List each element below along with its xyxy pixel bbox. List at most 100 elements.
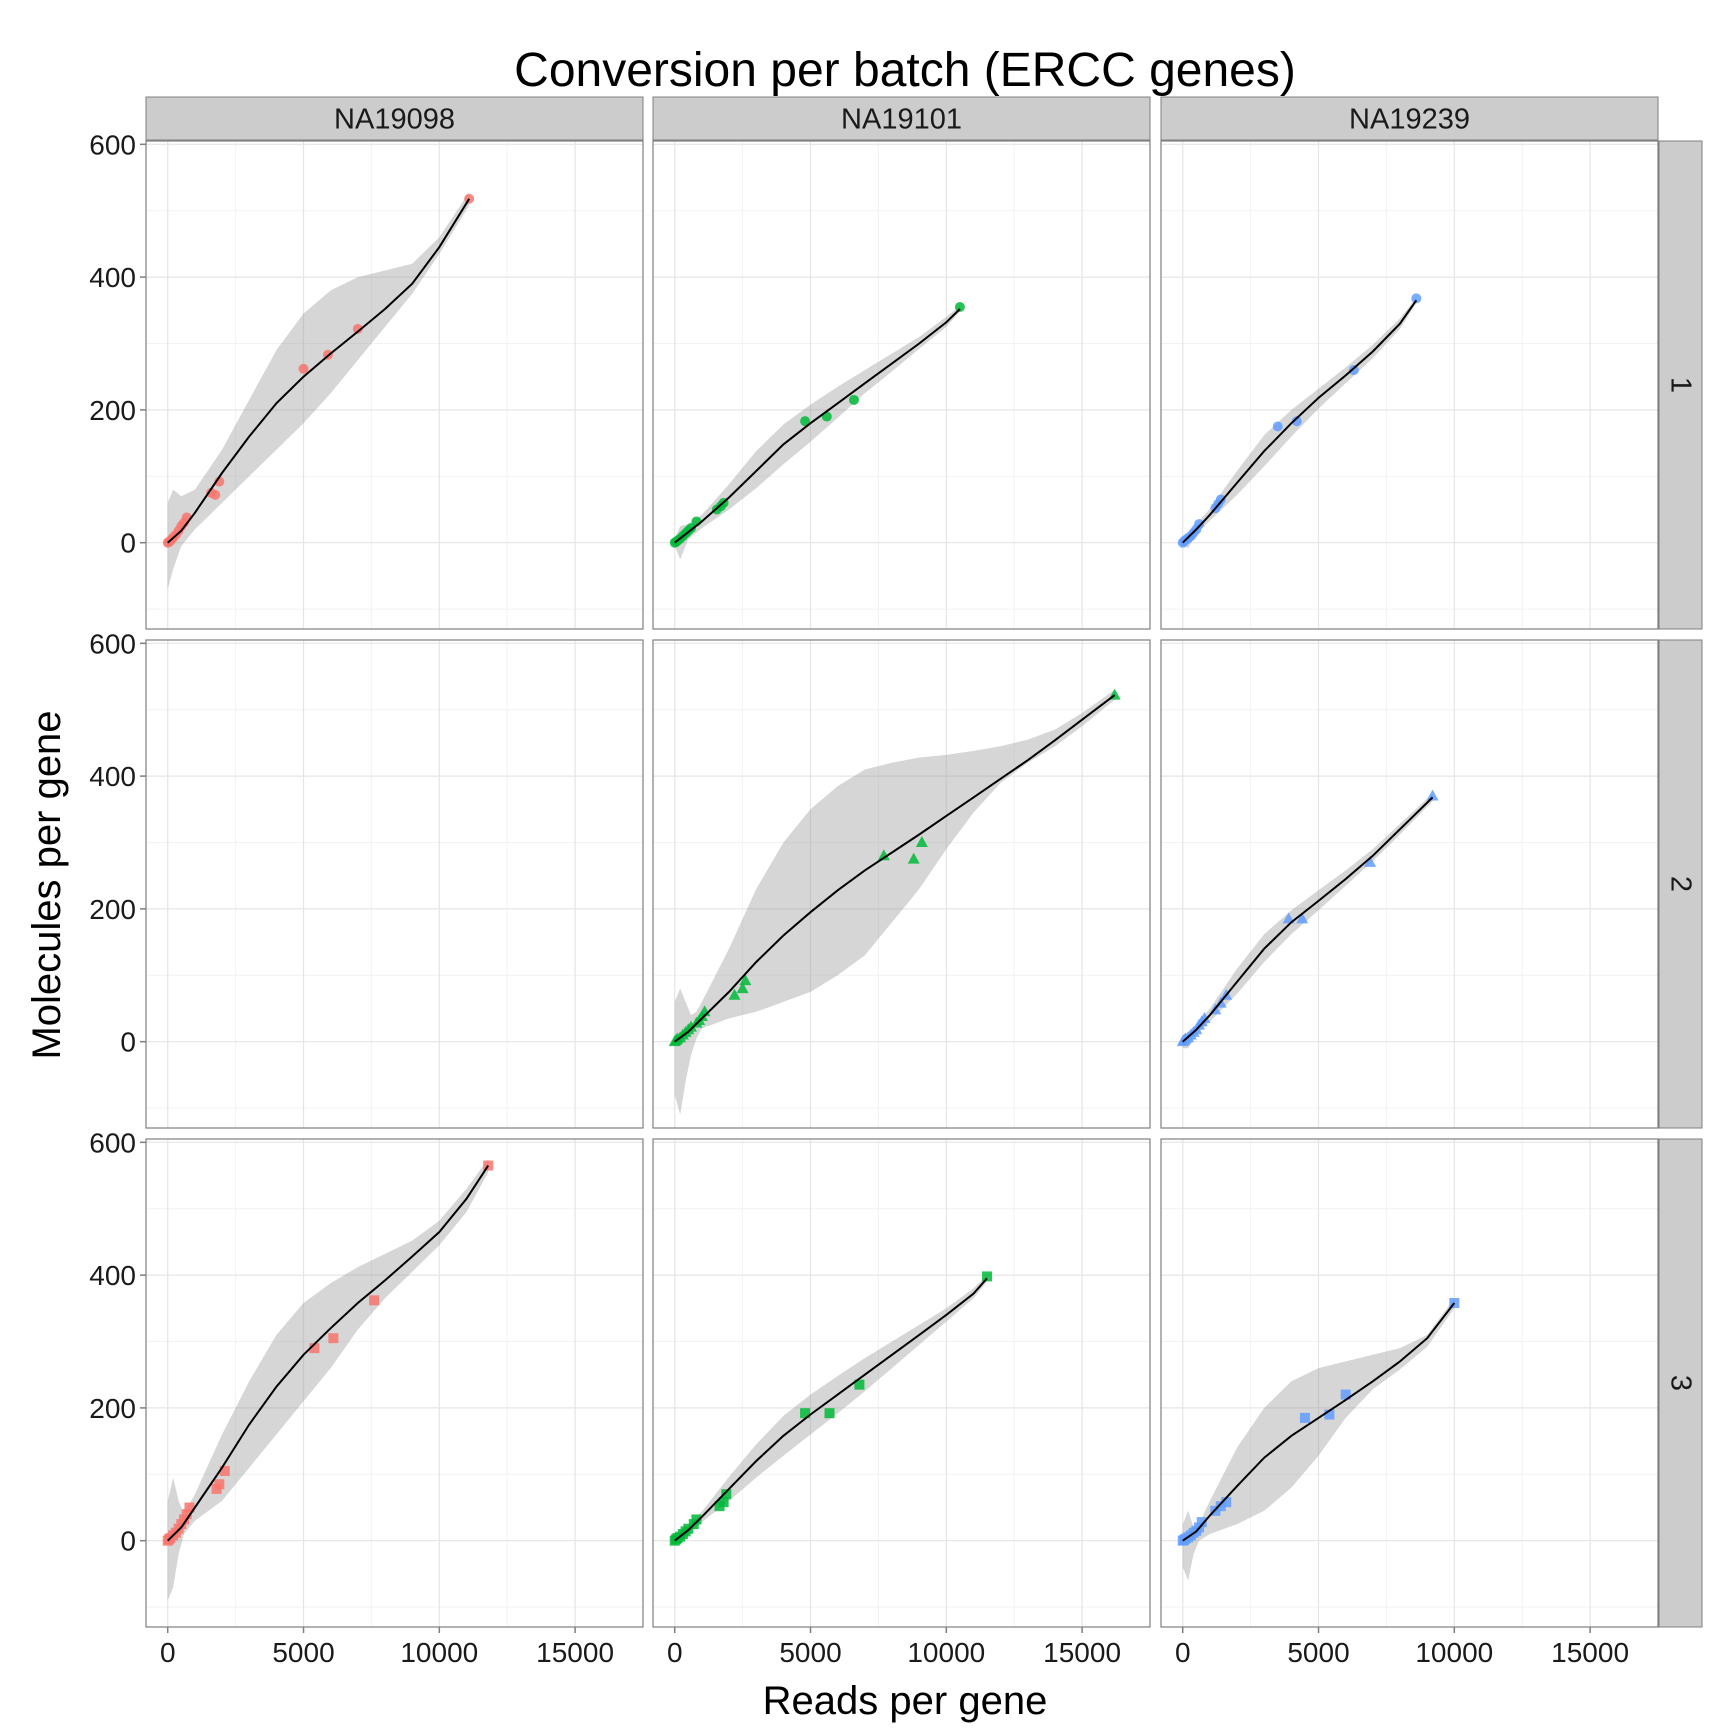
fit-line	[1182, 1302, 1456, 1542]
data-point	[1324, 1409, 1335, 1420]
y-tick-label: 600	[89, 129, 136, 160]
data-point	[848, 394, 859, 405]
y-tick-label: 0	[120, 1027, 136, 1058]
row-strip-label: 1	[1665, 377, 1697, 393]
y-tick-label: 0	[120, 1526, 136, 1557]
data-point	[483, 1160, 494, 1171]
data-point	[728, 988, 741, 1000]
y-tick-label: 200	[89, 395, 136, 426]
y-tick-label: 200	[89, 894, 136, 925]
row-strip	[1658, 639, 1703, 1129]
y-tick-label: 400	[89, 1260, 136, 1291]
data-point	[824, 1408, 835, 1419]
row-strip	[1658, 1138, 1703, 1628]
x-tick-label: 0	[1175, 1637, 1191, 1668]
x-tick-label: 5000	[779, 1637, 841, 1668]
data-point	[721, 1489, 732, 1500]
data-point	[181, 1509, 192, 1520]
panel-border	[652, 1138, 1151, 1628]
data-point	[718, 1497, 729, 1508]
facet-panel: 0 200 400 600 0 5000 10000 15000	[89, 1127, 644, 1668]
panel-border	[652, 140, 1151, 630]
data-point	[739, 974, 752, 986]
row-strip	[1658, 140, 1703, 630]
data-point	[915, 836, 928, 848]
data-point	[1426, 789, 1439, 801]
data-point	[686, 523, 697, 534]
y-tick-label: 400	[89, 761, 136, 792]
y-tick-label: 200	[89, 1393, 136, 1424]
panel-background	[653, 1139, 1150, 1627]
data-point	[854, 1379, 865, 1390]
data-point	[1449, 1297, 1460, 1308]
data-point	[1198, 1011, 1211, 1023]
panel-border	[145, 140, 644, 630]
data-point	[907, 852, 920, 864]
column-strip	[652, 96, 1151, 141]
fit-line	[167, 198, 471, 544]
data-point	[179, 1514, 190, 1525]
panel-border	[145, 639, 644, 1129]
data-point	[1340, 1389, 1351, 1400]
fit-line	[1182, 299, 1418, 544]
fit-line	[1182, 796, 1434, 1043]
panel-background	[1161, 141, 1658, 629]
data-point	[464, 193, 475, 204]
x-tick-label: 0	[160, 1637, 176, 1668]
panel-border	[1160, 140, 1659, 630]
data-point	[1221, 1497, 1232, 1508]
fit-line	[674, 308, 961, 544]
data-point	[800, 1408, 811, 1419]
confidence-band	[674, 689, 1115, 1115]
panel-background	[146, 141, 643, 629]
data-point	[298, 363, 309, 374]
data-point	[685, 1020, 698, 1032]
data-point	[184, 1502, 195, 1513]
data-point	[1291, 416, 1302, 427]
column-strip	[145, 96, 644, 141]
confidence-band	[167, 1158, 489, 1601]
data-point	[800, 416, 811, 427]
column-strip-label: NA19239	[1349, 104, 1470, 136]
x-tick-label: 10000	[1415, 1637, 1493, 1668]
panel-background	[146, 640, 643, 1128]
x-tick-label: 5000	[272, 1637, 334, 1668]
facet-panel	[1160, 140, 1659, 630]
data-point	[982, 1271, 993, 1282]
data-point	[1196, 1517, 1207, 1528]
data-point	[328, 1333, 339, 1344]
x-tick-label: 5000	[1287, 1637, 1349, 1668]
data-point	[1282, 912, 1295, 924]
x-tick-label: 15000	[1043, 1637, 1121, 1668]
data-point	[877, 849, 890, 861]
facet-panel: 0 200 400 600	[89, 628, 644, 1129]
data-point	[309, 1343, 320, 1354]
row-strip-label: 3	[1665, 1375, 1697, 1391]
chart-title: Conversion per batch (ERCC genes)	[514, 44, 1296, 97]
data-point	[736, 982, 749, 994]
data-point	[1411, 293, 1422, 304]
data-point	[1299, 1412, 1310, 1423]
data-point	[1364, 855, 1377, 867]
data-point	[369, 1295, 380, 1306]
data-point	[1215, 494, 1226, 505]
panel-background	[1161, 640, 1658, 1128]
facet-panel	[652, 140, 1151, 630]
x-tick-label: 10000	[907, 1637, 985, 1668]
y-tick-label: 0	[120, 528, 136, 559]
x-axis-title: Reads per gene	[763, 1679, 1048, 1723]
data-point	[210, 489, 221, 500]
fit-line	[674, 1277, 988, 1542]
column-strip	[1160, 96, 1659, 141]
row-strip-label: 2	[1665, 876, 1697, 892]
data-point	[1296, 912, 1309, 924]
confidence-band	[1182, 1298, 1455, 1581]
data-point	[1194, 519, 1205, 530]
confidence-band	[674, 305, 960, 560]
facet-panel: 0 5000 10000 15000	[1160, 1138, 1659, 1668]
data-point	[219, 1465, 230, 1476]
x-tick-label: 10000	[400, 1637, 478, 1668]
data-point	[1215, 1501, 1226, 1512]
data-point	[1348, 365, 1359, 376]
